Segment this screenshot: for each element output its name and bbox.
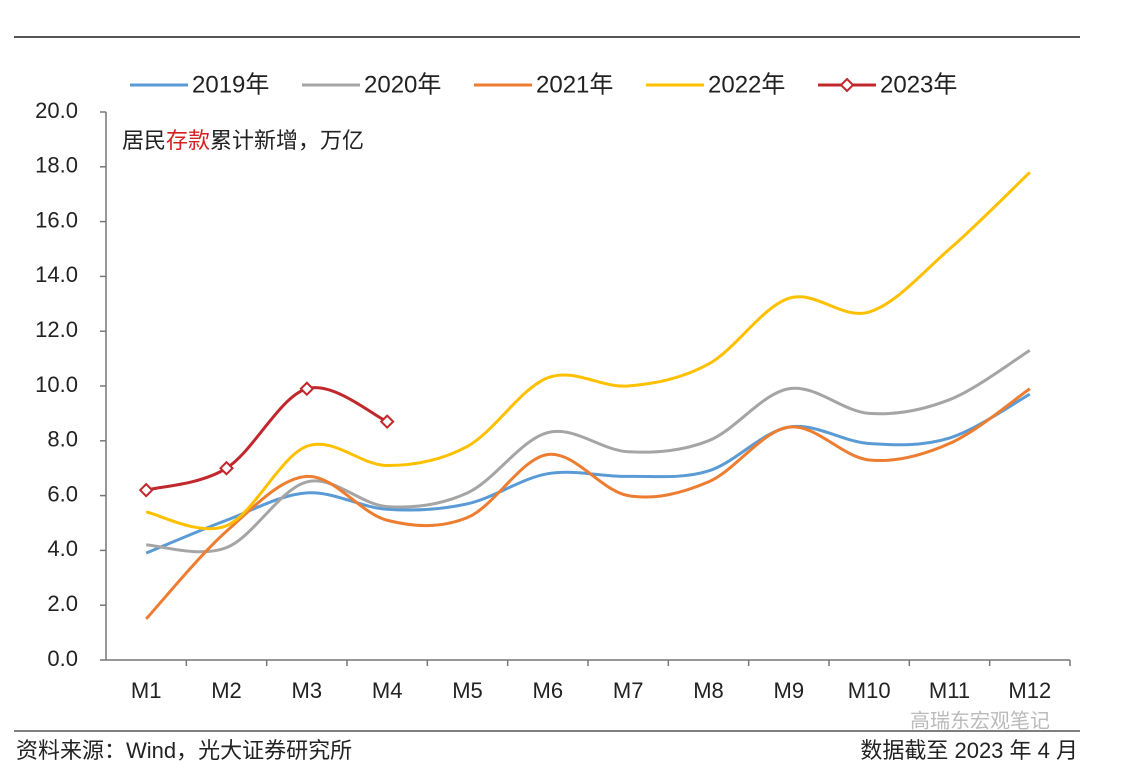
- y-tick-label: 14.0: [35, 262, 78, 287]
- source: 资料来源：Wind，光大证券研究所: [16, 738, 352, 763]
- legend-label: 2020年: [364, 71, 441, 98]
- point-marker: [299, 381, 315, 397]
- y-tick-label: 2.0: [47, 591, 78, 616]
- x-tick-label: M5: [452, 678, 483, 703]
- series-line: [145, 387, 1031, 620]
- subtitle-part: 存款: [166, 128, 210, 153]
- x-tick-label: M6: [533, 678, 564, 703]
- x-tick-label: M9: [774, 678, 805, 703]
- point-marker: [138, 482, 154, 498]
- y-tick-label: 8.0: [47, 427, 78, 452]
- subtitle-part: 累计新增，万亿: [210, 128, 364, 153]
- subtitle-part: 居民: [122, 128, 166, 153]
- legend-label: 2019年: [192, 71, 269, 98]
- y-tick-label: 0.0: [47, 646, 78, 671]
- legend-label: 2022年: [708, 71, 785, 98]
- series-line: [145, 386, 388, 492]
- point-marker: [219, 460, 234, 476]
- note: 数据截至 2023 年 4 月: [860, 738, 1078, 763]
- x-tick-label: M12: [1008, 678, 1051, 703]
- x-tick-label: M2: [211, 678, 242, 703]
- series-line: [145, 171, 1031, 531]
- x-tick-label: M4: [372, 678, 403, 703]
- y-tick-label: 20.0: [35, 98, 78, 123]
- subtitle: 居民存款累计新增，万亿: [122, 128, 364, 153]
- x-tick-label: M10: [848, 678, 891, 703]
- y-tick-label: 6.0: [47, 481, 78, 506]
- watermark: 高瑞东宏观笔记: [910, 709, 1050, 732]
- y-tick-label: 18.0: [35, 153, 78, 178]
- x-tick-label: M8: [693, 678, 724, 703]
- legend-label: 2023年: [880, 71, 957, 98]
- y-tick-label: 10.0: [35, 372, 78, 397]
- y-tick-label: 4.0: [47, 536, 78, 561]
- x-tick-label: M1: [131, 678, 162, 703]
- legend-marker: [839, 77, 855, 93]
- series-line: [146, 349, 1031, 554]
- point-marker: [379, 414, 395, 430]
- y-tick-label: 12.0: [35, 317, 78, 342]
- x-tick-label: M7: [613, 678, 644, 703]
- y-tick-label: 16.0: [35, 207, 78, 232]
- x-tick-label: M3: [292, 678, 323, 703]
- x-tick-label: M11: [929, 678, 970, 703]
- legend-label: 2021年: [536, 71, 613, 98]
